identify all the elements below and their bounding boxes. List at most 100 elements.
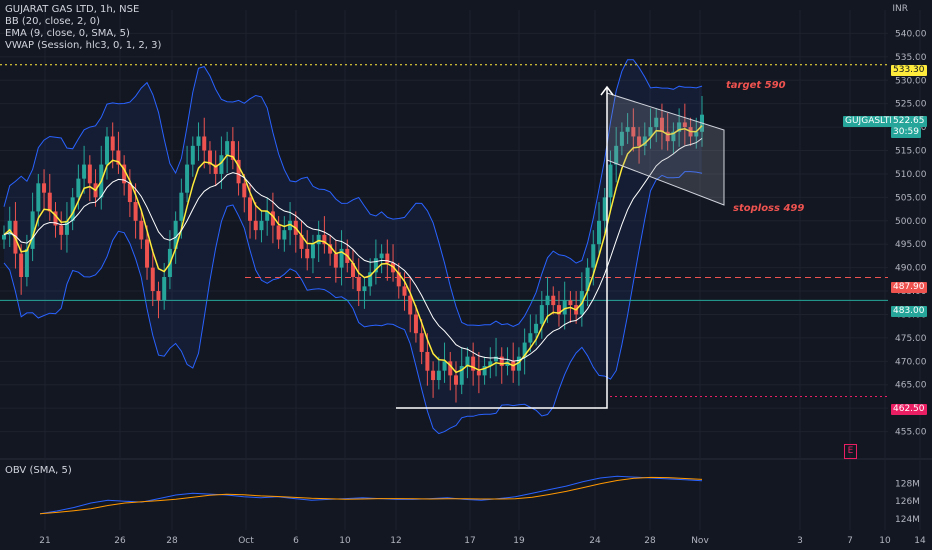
price-tick-label: 530.00 <box>895 76 927 86</box>
candle-body <box>282 230 287 240</box>
measure-arrow <box>396 88 608 409</box>
x-tick-label: 24 <box>589 536 601 546</box>
candle-body <box>76 178 81 198</box>
price-tick-label: 505.00 <box>895 193 927 203</box>
x-tick-label: 10 <box>339 536 351 546</box>
candle-body <box>7 220 12 235</box>
candle-body <box>145 239 150 268</box>
candle-body <box>207 150 212 165</box>
x-tick-label: 10 <box>879 536 891 546</box>
candle-body <box>471 356 476 371</box>
candle-body <box>276 225 281 240</box>
candle-body <box>305 248 310 259</box>
price-tick-label: 470.00 <box>895 357 927 367</box>
candle-body <box>671 131 676 142</box>
x-tick-label: 7 <box>847 536 853 546</box>
x-tick-label: 26 <box>114 536 126 546</box>
candle-body <box>419 333 424 352</box>
candle-body <box>316 234 321 245</box>
bb-fill <box>4 59 702 434</box>
candle-body <box>299 234 304 249</box>
candle-body <box>379 253 384 259</box>
candle-body <box>413 314 418 334</box>
teal-level-tag: 483.00 <box>891 306 927 317</box>
candle-body <box>637 136 642 146</box>
price-tick-label: 455.00 <box>895 428 927 438</box>
price-tick-label: 540.00 <box>895 29 927 39</box>
stoploss-annotation[interactable]: stoploss 499 <box>733 203 805 214</box>
candle-body <box>545 295 550 306</box>
candle-body <box>368 272 373 287</box>
earnings-badge[interactable]: E <box>844 444 857 459</box>
obv-legend[interactable]: OBV (SMA, 5) <box>5 465 72 476</box>
arrow-head <box>600 85 614 96</box>
candle-body <box>385 253 390 263</box>
candle-body <box>488 361 493 366</box>
candle-body <box>156 291 161 301</box>
candle-body <box>225 141 230 156</box>
currency-label: INR <box>892 4 908 14</box>
candle-body <box>619 131 624 146</box>
candle-body <box>139 220 144 240</box>
countdown-tag: 30:59 <box>891 127 921 138</box>
x-tick-label: Nov <box>691 536 709 546</box>
candle-body <box>70 197 75 221</box>
symbol-legend[interactable]: GUJARAT GAS LTD, 1h, NSE <box>5 4 140 15</box>
candle-body <box>448 361 453 376</box>
candle-body <box>310 244 315 259</box>
obv-line <box>39 475 703 515</box>
bb-legend[interactable]: BB (20, close, 2, 0) <box>5 16 100 27</box>
candle-body <box>431 370 436 381</box>
candle-body <box>2 234 6 240</box>
candle-body <box>42 183 47 193</box>
candle-body <box>522 342 527 357</box>
candle-body <box>408 295 413 315</box>
candle-body <box>551 295 556 306</box>
candle-body <box>24 248 29 277</box>
price-tick-label: 465.00 <box>895 381 927 391</box>
ema-legend[interactable]: EMA (9, close, 0, SMA, 5) <box>5 28 130 39</box>
price-tick-label: 525.00 <box>895 100 927 110</box>
candle-body <box>162 277 167 301</box>
candle-body <box>122 164 127 184</box>
obv-tick-label: 126M <box>895 497 920 507</box>
candle-body <box>396 272 401 287</box>
obv-tick-label: 128M <box>895 479 920 489</box>
candle-body <box>556 305 561 315</box>
x-tick-label: 21 <box>39 536 50 546</box>
price-tick-label: 510.00 <box>895 170 927 180</box>
x-tick-label: 14 <box>914 536 926 546</box>
candle-body <box>602 197 607 221</box>
candle-body <box>356 277 361 292</box>
candle-body <box>562 300 567 315</box>
vwap-legend[interactable]: VWAP (Session, hlc3, 0, 1, 2, 3) <box>5 40 162 51</box>
x-tick-label: 28 <box>166 536 178 546</box>
candle-body <box>494 356 499 362</box>
candle-body <box>402 286 407 296</box>
candle-body <box>453 375 458 385</box>
x-tick-label: 12 <box>390 536 401 546</box>
candle-body <box>608 164 613 198</box>
candle-body <box>528 333 533 343</box>
price-tick-label: 495.00 <box>895 240 927 250</box>
candle-body <box>116 150 121 165</box>
red-level-tag: 487.90 <box>891 282 927 293</box>
candle-body <box>59 225 64 235</box>
candle-body <box>442 361 447 371</box>
price-tick-label: 515.00 <box>895 147 927 157</box>
support-price-tag: 462.50 <box>891 404 927 415</box>
candle-body <box>642 136 647 146</box>
candle-body <box>253 220 258 231</box>
x-tick-label: Oct <box>238 536 254 546</box>
candle-body <box>654 117 659 128</box>
candle-body <box>585 267 590 292</box>
candle-body <box>248 197 253 221</box>
candle-body <box>202 136 207 151</box>
candle-body <box>19 253 24 277</box>
candle-body <box>339 248 344 268</box>
candle-body <box>328 244 333 254</box>
x-tick-label: 19 <box>513 536 525 546</box>
target-annotation[interactable]: target 590 <box>726 80 786 91</box>
price-tick-label: 490.00 <box>895 264 927 274</box>
